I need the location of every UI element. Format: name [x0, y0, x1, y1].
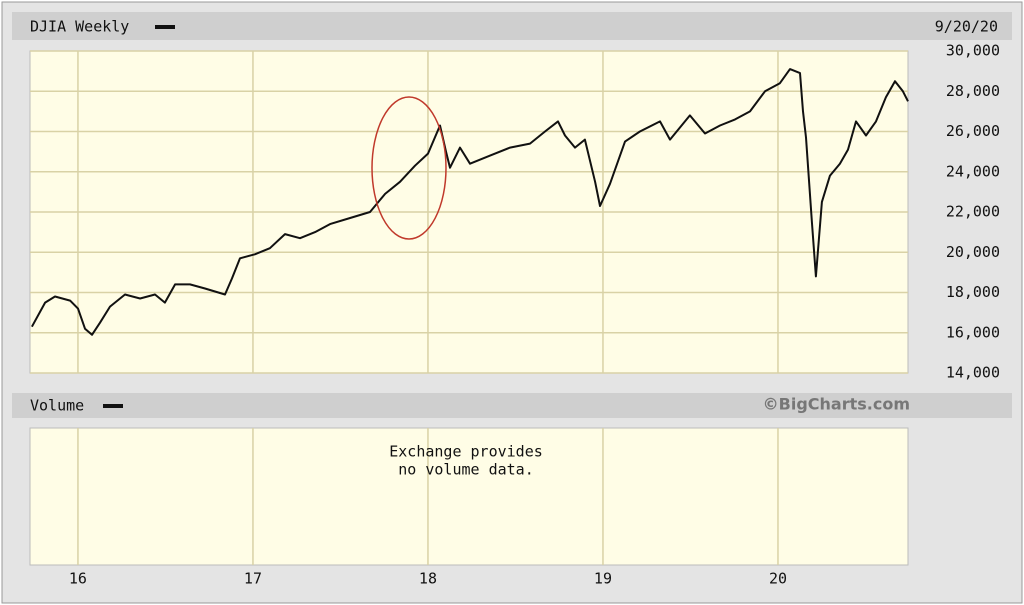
- y-tick-label: 18,000: [946, 283, 1000, 301]
- volume-panel: [29, 427, 909, 566]
- y-tick-label: 16,000: [946, 323, 1000, 341]
- x-tick-label: 17: [244, 570, 262, 588]
- x-tick-label: 18: [419, 570, 437, 588]
- grid: [30, 50, 908, 565]
- y-tick-label: 28,000: [946, 82, 1000, 100]
- y-tick-label: 30,000: [946, 42, 1000, 60]
- x-tick-label: 20: [769, 570, 787, 588]
- price-line: [31, 68, 909, 336]
- header-bar: [12, 12, 1012, 40]
- y-tick-label: 24,000: [946, 162, 1000, 180]
- legend-swatch: [155, 25, 175, 29]
- date-label: 9/20/20: [935, 18, 998, 36]
- x-tick-label: 19: [594, 570, 612, 588]
- highlight-ellipse: [371, 96, 447, 240]
- credit: ©BigCharts.com: [763, 395, 910, 414]
- volume-note: Exchange provides: [389, 443, 543, 461]
- y-tick-label: 20,000: [946, 243, 1000, 261]
- chart-title: DJIA Weekly: [30, 18, 129, 36]
- volume-bar: [12, 393, 1012, 418]
- x-tick-label: 16: [69, 570, 87, 588]
- volume-swatch: [103, 404, 123, 408]
- volume-label: Volume: [30, 397, 84, 415]
- y-tick-label: 26,000: [946, 122, 1000, 140]
- y-tick-label: 22,000: [946, 203, 1000, 221]
- y-tick-label: 14,000: [946, 364, 1000, 382]
- volume-note: no volume data.: [398, 461, 533, 479]
